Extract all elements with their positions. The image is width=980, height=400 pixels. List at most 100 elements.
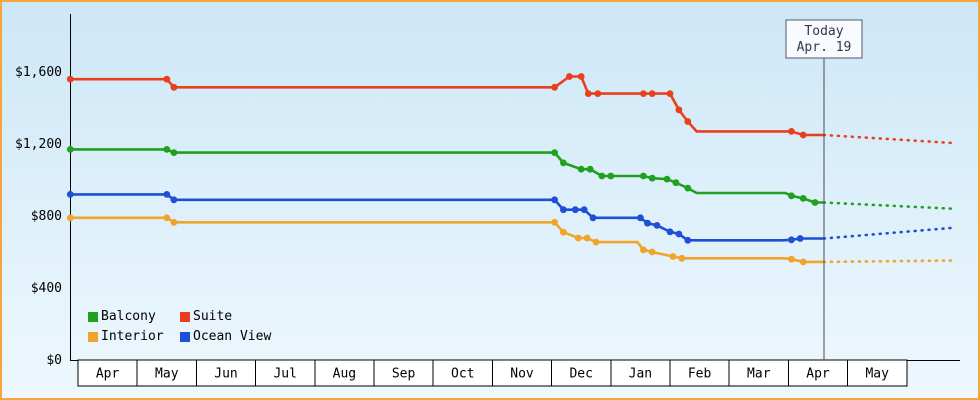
x-axis-month-box — [491, 359, 553, 387]
data-point-suite — [675, 106, 683, 114]
today-label-line1: Today — [804, 24, 843, 39]
data-point-ocean-view — [644, 219, 651, 227]
legend-label-interior: Interior — [101, 329, 164, 344]
data-point-suite — [577, 73, 585, 80]
data-point-ocean-view — [571, 206, 579, 214]
data-point-interior — [560, 228, 567, 236]
data-point-interior — [799, 258, 807, 266]
x-axis-month-label: Jan — [629, 367, 652, 382]
data-point-balcony — [560, 159, 567, 167]
data-point-suite — [640, 90, 647, 97]
series-projection-balcony — [822, 201, 956, 211]
data-point-balcony — [788, 192, 795, 200]
data-point-ocean-view — [560, 206, 567, 214]
data-point-interior — [640, 246, 647, 254]
data-point-balcony — [648, 174, 656, 182]
legend-item-suite: Suite — [180, 309, 271, 324]
data-point-balcony — [799, 195, 807, 202]
data-point-balcony — [684, 184, 692, 192]
data-point-suite — [594, 90, 602, 97]
y-tick-label: $800 — [31, 209, 62, 224]
x-axis-month-label: Nov — [510, 367, 534, 382]
data-point-interior — [788, 255, 795, 263]
data-point-balcony — [598, 172, 606, 180]
data-point-interior — [592, 238, 600, 246]
data-point-ocean-view — [675, 230, 683, 238]
y-tick-label: $1,200 — [15, 137, 62, 152]
data-point-balcony — [672, 179, 680, 187]
data-point-interior — [66, 214, 74, 222]
data-point-ocean-view — [666, 228, 674, 236]
x-axis-month-box — [669, 359, 730, 387]
x-axis-months: Apr May Jun Jul Aug Sep Oct Nov Dec Jan Feb Mar Apr M… — [77, 359, 908, 387]
series-line-suite — [70, 75, 824, 137]
y-tick-label: $1,600 — [15, 65, 62, 80]
data-point-ocean-view — [163, 191, 171, 198]
x-axis-month-label: May — [155, 367, 179, 382]
series-line-balcony — [70, 148, 824, 204]
x-axis-month-label: Oct — [451, 367, 474, 382]
data-point-suite — [666, 90, 674, 97]
today-label-line2: Apr. 19 — [797, 40, 852, 55]
data-point-balcony — [66, 146, 74, 153]
legend-item-balcony: Balcony — [88, 309, 180, 324]
data-point-ocean-view — [684, 236, 692, 244]
x-axis-month-label: May — [865, 367, 889, 382]
x-axis-month-label: Jul — [273, 367, 296, 382]
x-axis-month-label: Aug — [333, 367, 356, 382]
data-point-ocean-view — [580, 206, 588, 214]
data-point-suite — [648, 90, 656, 97]
x-axis-month-box — [847, 359, 908, 387]
data-point-interior — [574, 234, 582, 242]
data-point-interior — [163, 214, 171, 222]
data-point-interior — [678, 254, 686, 262]
plot-series — [66, 73, 956, 266]
data-point-suite — [551, 83, 558, 91]
x-axis-month-label: Apr — [806, 367, 830, 382]
x-axis-month-label: Dec — [569, 367, 592, 382]
x-axis-month-box — [728, 359, 789, 387]
data-point-interior — [648, 248, 656, 256]
x-axis-month-label: Feb — [688, 367, 712, 382]
x-axis-month-label: Sep — [392, 367, 416, 382]
legend-swatch-interior — [88, 331, 98, 342]
x-axis-month-box — [551, 359, 612, 387]
data-point-suite — [584, 90, 592, 97]
data-point-suite — [799, 131, 807, 139]
chart-legend: Balcony Suite Interior Ocean View — [88, 309, 271, 344]
today-box — [785, 19, 863, 59]
data-point-ocean-view — [653, 222, 661, 229]
data-point-ocean-view — [796, 235, 804, 242]
series-line-ocean-view — [70, 193, 824, 242]
x-axis-month-label: Jun — [214, 367, 237, 382]
data-point-interior — [669, 253, 677, 260]
legend-swatch-ocean-view — [180, 331, 190, 342]
data-point-suite — [788, 127, 795, 135]
series-projection-ocean-view — [822, 226, 956, 240]
x-axis-month-box — [787, 359, 849, 387]
data-point-suite — [566, 73, 573, 80]
x-axis-month-box — [136, 359, 197, 387]
data-point-ocean-view — [170, 196, 178, 204]
data-point-ocean-view — [551, 196, 558, 204]
legend-label-balcony: Balcony — [101, 309, 156, 324]
y-tick-label: $0 — [46, 353, 62, 368]
legend-item-interior: Interior — [88, 329, 180, 344]
x-axis-month-label: Mar — [747, 367, 771, 382]
x-axis-month-box — [610, 359, 671, 387]
data-point-balcony — [170, 149, 178, 157]
data-point-balcony — [640, 172, 647, 180]
legend-swatch-balcony — [88, 311, 98, 322]
data-point-balcony — [663, 175, 671, 183]
data-point-interior — [583, 234, 591, 242]
legend-label-suite: Suite — [193, 309, 233, 324]
legend-label-ocean-view: Ocean View — [193, 329, 272, 344]
series-projection-interior — [822, 259, 956, 264]
x-axis-month-box — [373, 359, 434, 387]
y-axis-labels: $0 $400 $800 $1,200 $1,600 — [15, 65, 62, 368]
data-point-balcony — [586, 165, 594, 173]
series-projection-suite — [822, 133, 956, 145]
x-axis-month-box — [255, 359, 316, 387]
